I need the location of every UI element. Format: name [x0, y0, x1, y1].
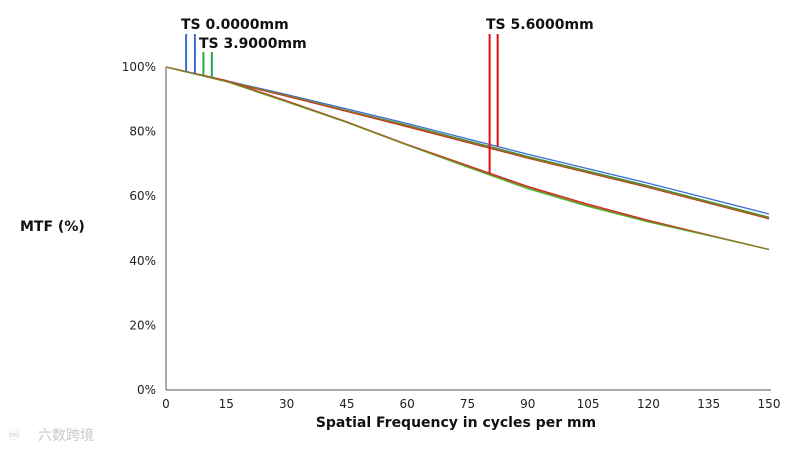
- series-line: [165, 66, 770, 251]
- series-lines: [165, 66, 770, 251]
- series-line: [165, 66, 770, 220]
- x-tick-label: 75: [460, 397, 475, 411]
- y-tick-label: 80%: [129, 125, 156, 139]
- watermark-icon: ♾: [8, 428, 21, 444]
- x-tick-label: 150: [758, 397, 781, 411]
- x-axis-title: Spatial Frequency in cycles per mm: [316, 415, 596, 431]
- series-line: [165, 66, 770, 215]
- y-tick-label: 40%: [129, 254, 156, 268]
- annotation-ts-5-6: TS 5.6000mm: [486, 17, 594, 33]
- y-tick-labels: 0% 20% 40% 60% 80% 100%: [122, 60, 156, 397]
- y-tick-label: 100%: [122, 60, 156, 74]
- x-tick-label: 105: [577, 397, 600, 411]
- y-axis-title: MTF (%): [20, 219, 85, 235]
- x-tick-label: 45: [339, 397, 354, 411]
- watermark: ♾ 六数跨境: [8, 428, 94, 444]
- x-tick-label: 0: [162, 397, 170, 411]
- x-tick-label: 15: [219, 397, 234, 411]
- series-line: [165, 66, 770, 251]
- x-tick-label: 60: [400, 397, 415, 411]
- x-tick-label: 30: [279, 397, 294, 411]
- watermark-text: 六数跨境: [38, 428, 94, 444]
- x-tick-labels: 0 15 30 45 60 75 90 105 120 135 150: [162, 397, 780, 411]
- x-tick-label: 120: [637, 397, 660, 411]
- x-tick-label: 90: [520, 397, 535, 411]
- y-tick-label: 0%: [137, 383, 156, 397]
- annotation-ts-3-9: TS 3.9000mm: [199, 36, 307, 52]
- annotation-ts-0: TS 0.0000mm: [181, 17, 289, 33]
- axes: [165, 67, 771, 391]
- series-line: [165, 66, 770, 219]
- y-tick-label: 20%: [129, 318, 156, 332]
- x-tick-label: 135: [697, 397, 720, 411]
- ts-markers: [185, 34, 499, 174]
- series-line: [165, 66, 770, 251]
- y-tick-label: 60%: [129, 189, 156, 203]
